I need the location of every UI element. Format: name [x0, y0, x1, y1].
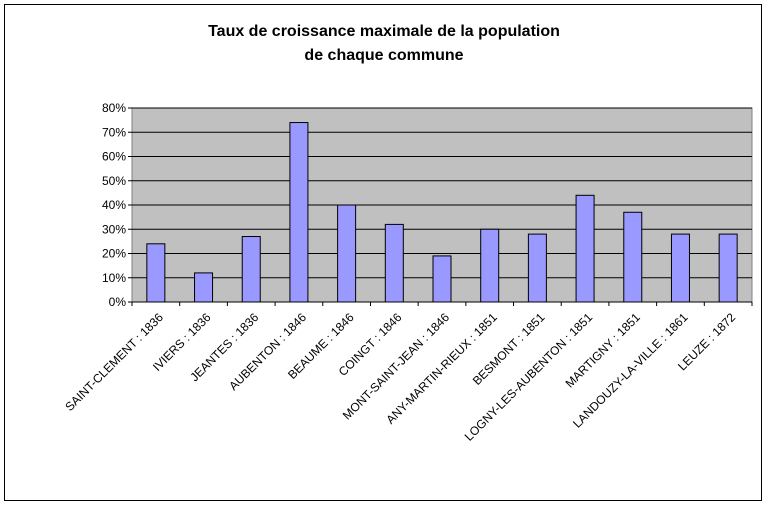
bar	[194, 272, 214, 303]
bar	[480, 228, 500, 303]
chart-title: Taux de croissance maximale de la popula…	[0, 20, 768, 68]
bar	[718, 233, 738, 303]
y-tick-label: 40%	[102, 198, 126, 212]
bar	[575, 194, 595, 303]
y-tick-label: 60%	[102, 150, 126, 164]
bar	[146, 243, 166, 303]
y-tick-label: 10%	[102, 271, 126, 285]
bar	[670, 233, 690, 303]
chart-title-line-2: de chaque commune	[304, 47, 464, 64]
y-tick-label: 0%	[109, 295, 127, 309]
bar	[289, 122, 309, 303]
bar	[527, 233, 547, 303]
bar	[241, 236, 261, 303]
bar	[623, 211, 643, 303]
bar	[432, 255, 452, 303]
y-tick-label: 50%	[102, 174, 126, 188]
y-tick-label: 20%	[102, 247, 126, 261]
y-tick-label: 30%	[102, 222, 126, 236]
x-tick-label: SAINT-CLEMENT : 1836	[62, 310, 166, 414]
bar	[337, 204, 357, 303]
y-tick-label: 80%	[102, 101, 126, 115]
chart-title-line-1: Taux de croissance maximale de la popula…	[208, 23, 560, 40]
bar	[384, 223, 404, 303]
y-tick-label: 70%	[102, 125, 126, 139]
